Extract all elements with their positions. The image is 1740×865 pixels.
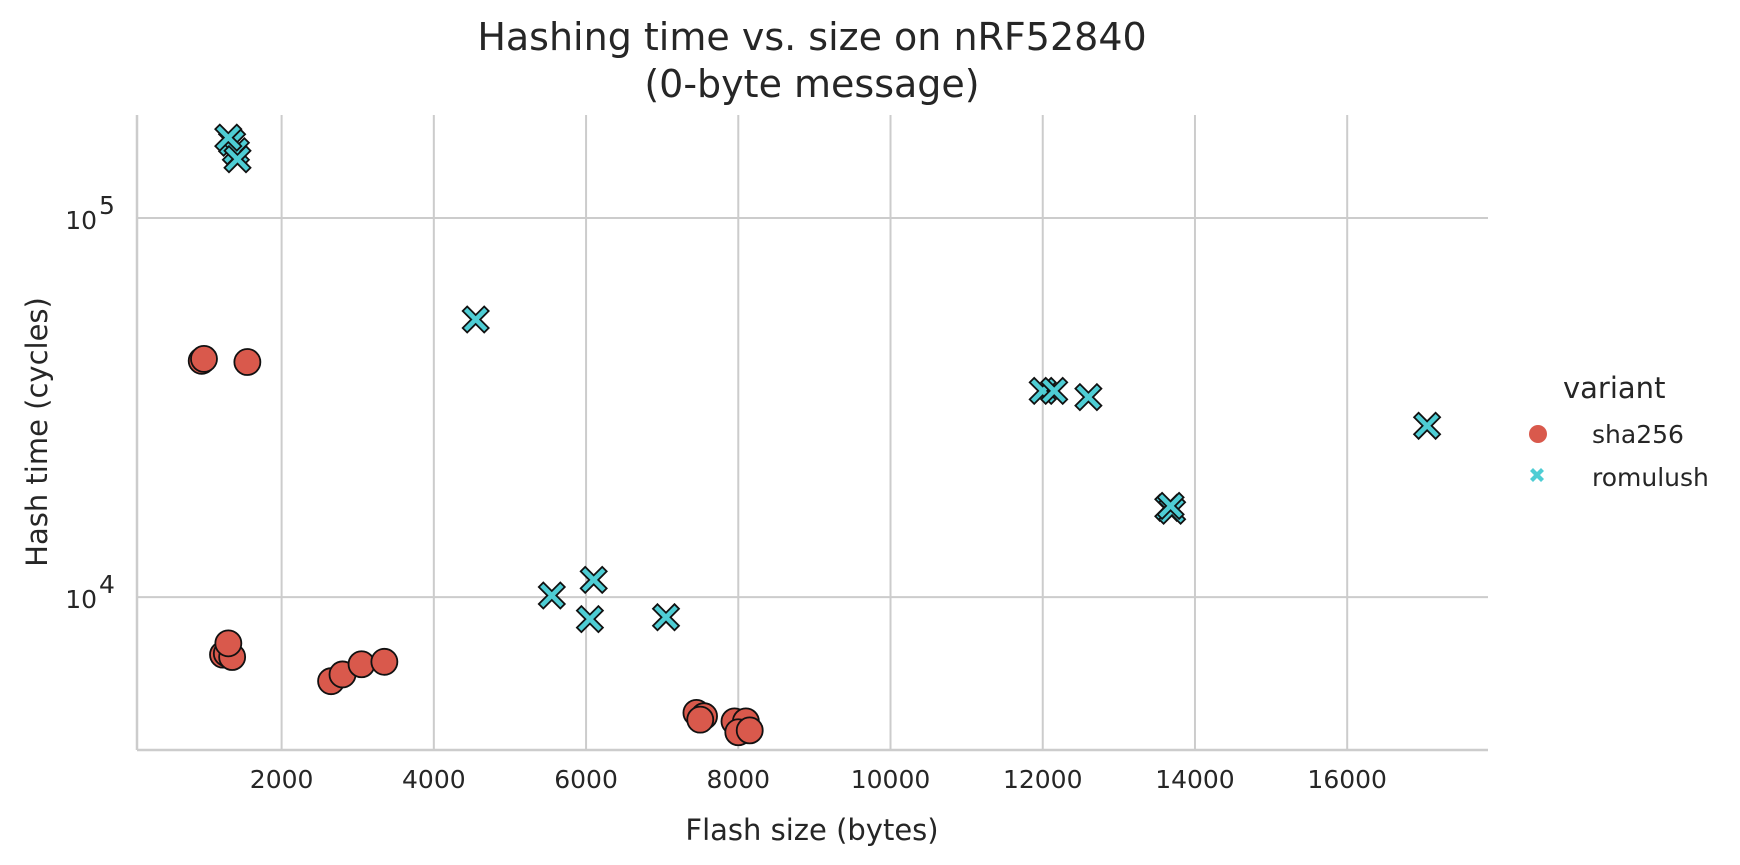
point-sha256 <box>190 345 218 373</box>
point-romulush <box>1039 376 1069 406</box>
legend-marker-sha256 <box>1529 425 1547 443</box>
point-sha256 <box>347 650 376 679</box>
x-tick-label: 6000 <box>554 765 618 794</box>
grid <box>137 115 1488 750</box>
x-tick-label: 8000 <box>706 765 770 794</box>
point-sha256 <box>214 629 243 658</box>
chart-title: Hashing time vs. size on nRF52840 <box>477 15 1146 59</box>
chart-subtitle: (0-byte message) <box>644 62 979 106</box>
y-axis-label: Hash time (cycles) <box>20 297 54 567</box>
legend-label-romulush: romulush <box>1592 463 1709 492</box>
y-tick-label: 10 <box>65 585 97 614</box>
legend-label-sha256: sha256 <box>1592 420 1684 449</box>
y-tick-label: 10 <box>65 206 97 235</box>
point-sha256 <box>233 348 262 376</box>
point-romulush <box>223 144 252 174</box>
x-tick-label: 10000 <box>851 765 931 794</box>
point-romulush <box>214 123 243 152</box>
point-romulush <box>1412 411 1442 441</box>
point-romulush <box>579 565 608 595</box>
x-tick-label: 16000 <box>1307 765 1387 794</box>
x-tick-label: 14000 <box>1155 765 1235 794</box>
point-sha256 <box>370 647 399 676</box>
x-tick-label: 4000 <box>402 765 466 794</box>
legend-title: variant <box>1563 371 1665 405</box>
y-tick-exponent: 5 <box>99 191 115 220</box>
data-points <box>187 123 1442 747</box>
point-romulush <box>537 581 567 610</box>
legend-marker-romulush <box>1530 468 1544 482</box>
legend: variant sha256 romulush <box>1529 371 1709 492</box>
x-tick-label: 12000 <box>1003 765 1083 794</box>
point-romulush <box>1074 382 1103 412</box>
y-tick-exponent: 4 <box>99 570 115 599</box>
x-axis-label: Flash size (bytes) <box>685 813 938 847</box>
tick-labels: 2000 4000 6000 8000 10000 12000 14000 160001041… <box>65 191 1387 794</box>
x-tick-label: 2000 <box>250 765 314 794</box>
point-sha256 <box>686 705 715 734</box>
point-romulush <box>575 604 605 634</box>
point-romulush <box>1156 491 1185 521</box>
point-romulush <box>461 305 490 334</box>
axes-spines <box>135 115 1488 752</box>
point-romulush <box>651 602 681 632</box>
point-sha256 <box>735 716 764 745</box>
